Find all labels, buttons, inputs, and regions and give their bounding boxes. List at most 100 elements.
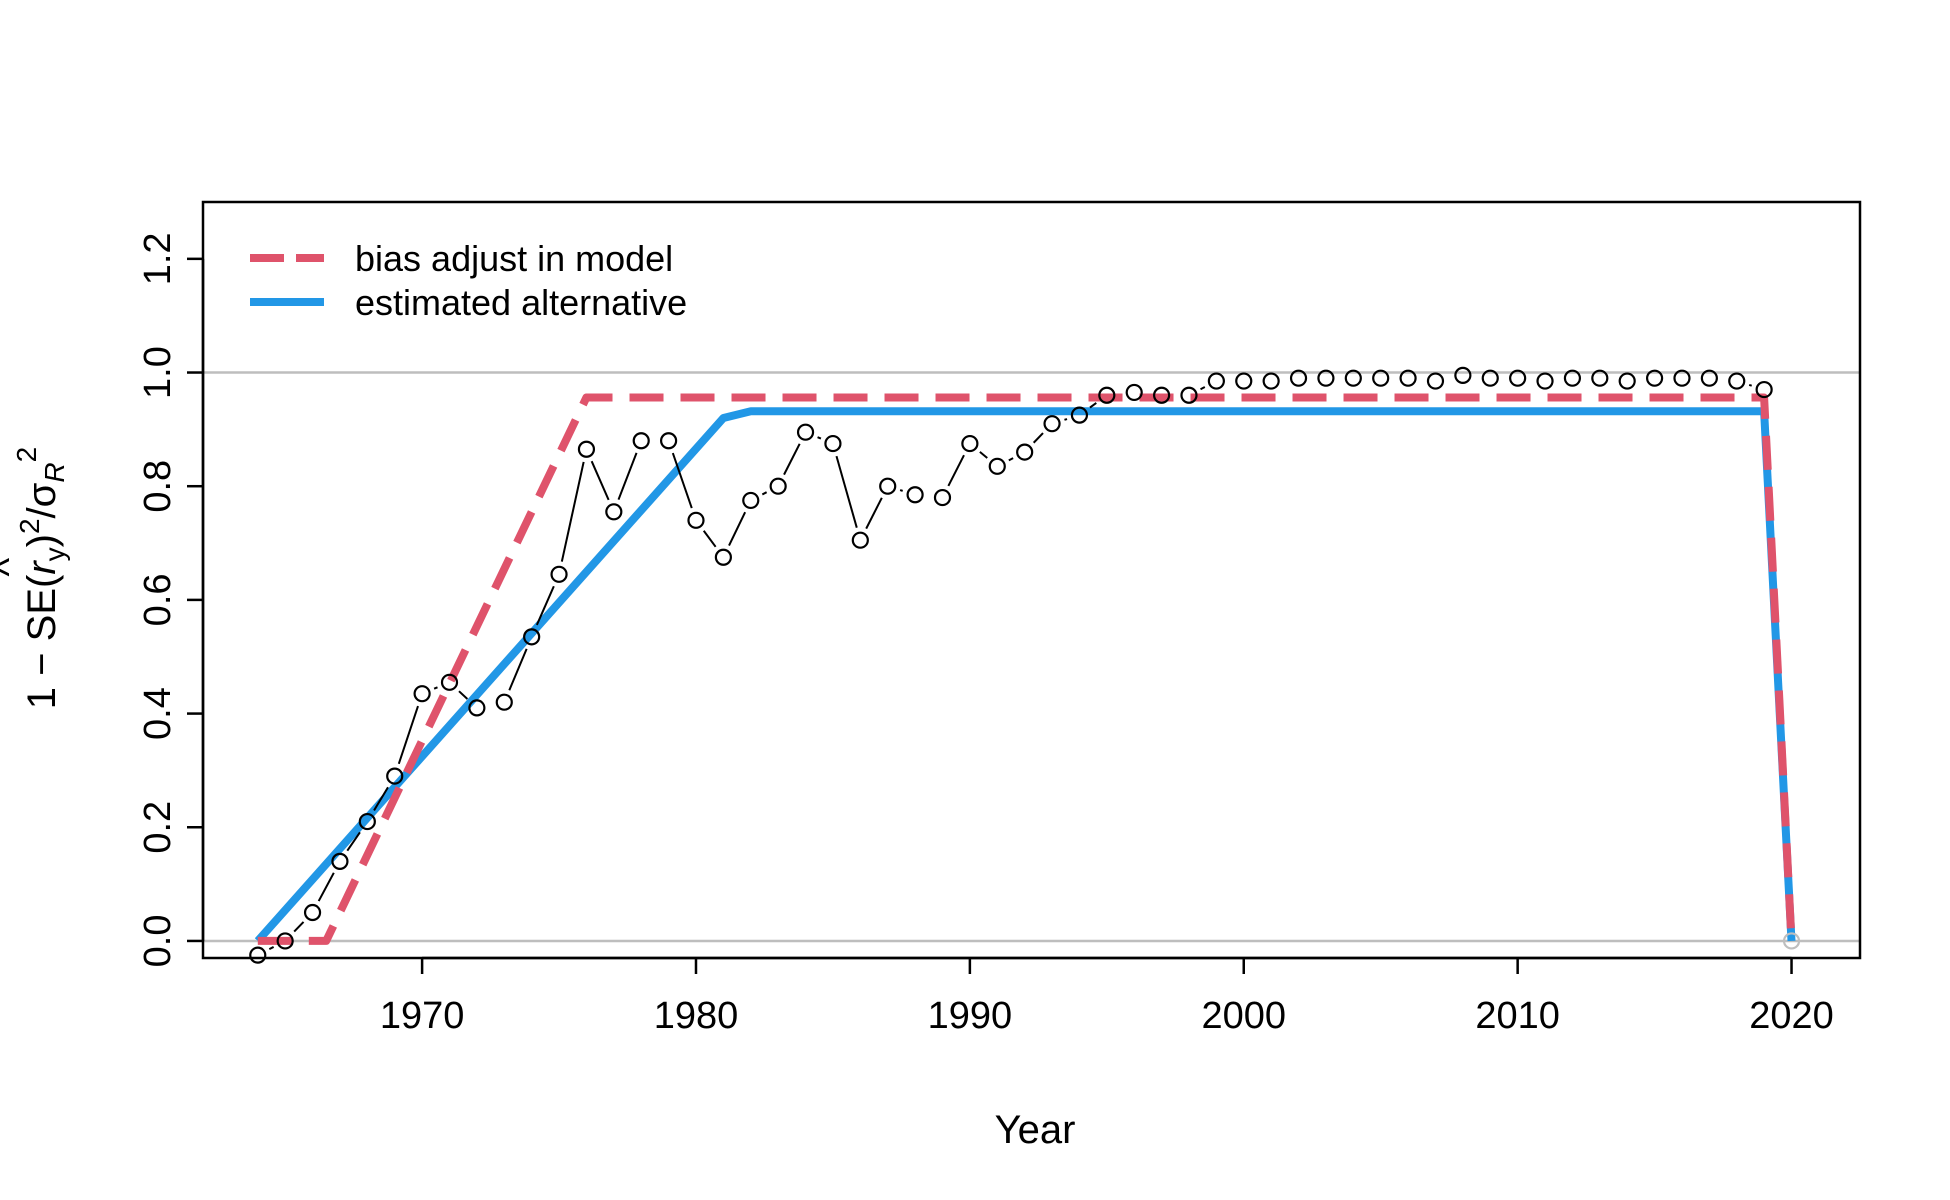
legend: bias adjust in model estimated alternati…	[250, 238, 687, 323]
data-point	[1481, 369, 1499, 387]
point-connector	[535, 585, 555, 626]
points-layer	[249, 366, 1801, 964]
data-point	[1180, 386, 1198, 404]
point-connector	[728, 511, 747, 546]
point-connector	[1748, 383, 1753, 387]
point-connector	[761, 491, 768, 496]
data-point	[632, 432, 650, 450]
data-point	[1645, 369, 1664, 387]
point-connector	[783, 443, 801, 476]
data-point	[1372, 369, 1390, 387]
data-point	[386, 767, 404, 785]
point-connector	[671, 452, 693, 509]
data-point	[605, 503, 623, 521]
data-point	[1700, 369, 1718, 387]
data-point	[851, 531, 869, 549]
data-point	[933, 488, 952, 507]
point-connector	[899, 489, 903, 492]
y-title-sup1: 2	[14, 518, 45, 534]
data-point-last	[1782, 932, 1801, 950]
x-tick-label: 1980	[654, 995, 739, 1037]
point-connector	[590, 460, 610, 501]
x-tick-label: 1970	[380, 995, 465, 1037]
data-point	[1536, 372, 1554, 390]
point-connector	[458, 690, 469, 700]
point-connector	[1200, 386, 1206, 391]
data-point	[1317, 369, 1335, 387]
legend-label-bias-adjust: bias adjust in model	[355, 238, 673, 279]
data-point	[1016, 443, 1034, 461]
data-point	[276, 932, 294, 950]
data-point	[1152, 386, 1171, 404]
y-title-hat: ^	[0, 558, 31, 577]
y-tick-label: 0.0	[137, 915, 179, 968]
x-tick-label: 2010	[1475, 995, 1560, 1037]
point-connector	[293, 921, 305, 933]
data-point	[1289, 369, 1308, 387]
point-connector	[560, 461, 585, 562]
y-axis: 0.0 0.2 0.4 0.6 0.8 1.0 1.2	[137, 232, 205, 968]
y-title-prefix: 1 − SE(	[20, 574, 64, 709]
data-point	[988, 457, 1006, 475]
data-point	[303, 903, 322, 922]
point-connector	[346, 831, 361, 852]
data-point	[1043, 415, 1061, 433]
data-point	[550, 565, 568, 583]
point-connector	[508, 648, 528, 691]
data-point	[1454, 366, 1472, 384]
point-connector	[373, 786, 389, 811]
data-point	[440, 673, 459, 691]
y-tick-label: 0.8	[137, 460, 179, 513]
data-point	[1673, 369, 1691, 387]
data-point	[1344, 369, 1362, 387]
data-point	[523, 628, 541, 646]
data-point	[1728, 372, 1746, 390]
series-line-estimated-alternative	[254, 407, 1796, 944]
y-tick-label: 1.0	[137, 346, 179, 399]
y-title-r-sub: y	[39, 547, 70, 561]
reference-lines	[203, 371, 1860, 943]
point-connector	[1089, 402, 1097, 409]
point-connector	[268, 946, 275, 951]
point-connector	[397, 705, 419, 765]
data-point	[1207, 372, 1225, 390]
data-point	[879, 477, 897, 495]
data-point	[1262, 372, 1280, 390]
y-title-r: r	[20, 560, 64, 575]
x-tick-label: 2020	[1749, 995, 1834, 1037]
data-point	[468, 699, 486, 717]
data-point	[1235, 372, 1253, 390]
data-point	[906, 486, 924, 504]
y-title-slash: /σ	[20, 482, 64, 518]
x-tick-label: 1990	[928, 995, 1013, 1037]
legend-label-estimated-alternative: estimated alternative	[355, 282, 687, 323]
data-point	[1618, 372, 1636, 390]
data-point	[1509, 369, 1527, 387]
data-point	[1426, 372, 1445, 390]
data-point	[1098, 386, 1116, 404]
y-tick-label: 0.6	[137, 573, 179, 626]
y-tick-label: 0.4	[137, 687, 179, 740]
data-point	[660, 432, 678, 450]
point-connector	[1008, 457, 1014, 462]
x-tick-label: 2000	[1201, 995, 1286, 1037]
data-point	[331, 852, 349, 870]
data-point	[249, 946, 267, 964]
data-point	[358, 812, 376, 831]
data-point	[1399, 369, 1417, 387]
data-point	[824, 434, 842, 453]
data-point	[1591, 369, 1609, 387]
data-point	[687, 511, 705, 529]
point-connector	[317, 872, 335, 902]
data-point	[413, 685, 431, 703]
data-point	[495, 693, 513, 711]
data-point	[796, 423, 815, 441]
point-connector	[1032, 432, 1044, 444]
data-point	[742, 491, 760, 510]
data-point	[1070, 406, 1089, 424]
point-connector	[947, 454, 965, 487]
data-point	[1563, 369, 1582, 387]
data-point	[961, 434, 979, 453]
point-connector	[979, 451, 988, 459]
